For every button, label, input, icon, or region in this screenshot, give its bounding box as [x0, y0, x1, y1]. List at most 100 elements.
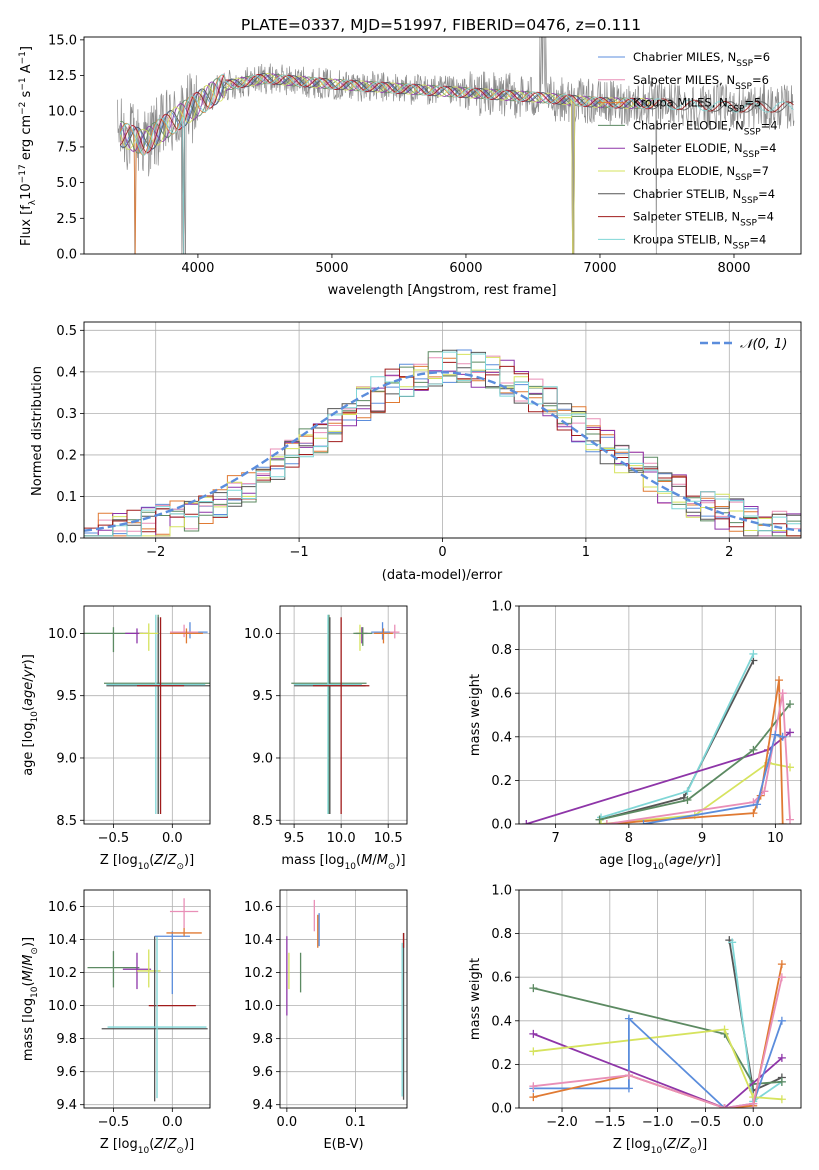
weight-marker — [786, 815, 795, 824]
model-spectrum-line — [119, 73, 654, 254]
tick-label-x: 2 — [725, 545, 733, 560]
weight-marker — [753, 800, 762, 809]
tick-label-y: 0.2 — [491, 1058, 512, 1073]
tick-label-y: 10.4 — [48, 933, 77, 948]
y-axis-label: Normed distribution — [30, 366, 45, 496]
axes-residuals: −2 −1 0 1 2 0.0 0.1 0.2 0.3 0.4 0.5 𝒩(0, 1) (data-mo… — [30, 321, 802, 583]
axes-frame — [83, 889, 211, 1109]
tick-label-x: 1 — [582, 545, 590, 560]
tick-label-y: 0.2 — [491, 774, 512, 789]
weight-marker — [778, 732, 787, 741]
tick-label-y: 0.4 — [491, 1014, 512, 1029]
weight-marker — [728, 938, 737, 947]
axes-age_vs_Z: −0.5 0.0 8.5 9.0 9.5 10.0 Z [log10(Z/Z⊙)] age [… — [21, 605, 211, 872]
x-axis-label: (data-model)/error — [382, 568, 503, 583]
tick-label-x: 0.0 — [277, 1115, 298, 1130]
tick-label-x: 8000 — [717, 261, 750, 276]
grid — [280, 606, 407, 824]
figure-title: PLATE=0337, MJD=51997, FIBERID=0476, z=0… — [241, 16, 641, 34]
weight-marker — [683, 796, 692, 805]
tick-label-x: −0.5 — [98, 831, 130, 846]
histogram-step — [84, 351, 801, 537]
weight-marker — [720, 1025, 729, 1034]
y-axis-label-text: age [log10(age/yr)] — [21, 654, 40, 776]
spectrum-legend: Chabrier MILES, NSSP=6 Salpeter MILES, NS… — [598, 50, 778, 251]
tick-label-x: 7000 — [583, 261, 616, 276]
weight-marker — [760, 787, 769, 796]
tick-label-y: 9.6 — [252, 1065, 273, 1080]
model-spectrum-line — [119, 73, 794, 254]
normal-curve — [84, 371, 801, 532]
tick-label-x: 5000 — [315, 261, 348, 276]
weight-marker — [749, 649, 758, 658]
weight-marker — [720, 1104, 729, 1108]
tick-label-y: 10.2 — [244, 966, 273, 981]
tick-label-y: 12.5 — [48, 69, 77, 84]
tick-label-x: −2 — [146, 545, 165, 560]
tick-label-x: −2.0 — [546, 1115, 578, 1130]
weight-marker — [595, 815, 604, 824]
y-axis-label-text: Flux [fλ10−17 erg cm−2 s−1 A−1] — [18, 46, 38, 246]
weight-marker — [624, 1084, 633, 1093]
tick-label-y: 9.6 — [56, 1065, 77, 1080]
weight-marker — [778, 689, 787, 698]
plot-area-weight_vs_age — [522, 649, 795, 824]
weight-line — [599, 660, 755, 821]
tick-label-x: −1.0 — [642, 1115, 674, 1130]
tick-label-y: 10.6 — [48, 900, 77, 915]
tick-label-x: 6000 — [449, 261, 482, 276]
tick-label-y: 5.0 — [56, 176, 77, 191]
tick-label-x: 0.0 — [162, 831, 183, 846]
tick-label-y: 0.0 — [491, 818, 512, 833]
axes-frame — [83, 321, 802, 539]
tick-label-y: 15.0 — [48, 33, 77, 48]
plot-area-age_vs_Z — [84, 614, 210, 815]
weight-marker — [639, 820, 648, 824]
tick-label-y: 10.0 — [244, 627, 273, 642]
histogram-step — [84, 351, 801, 537]
weight-line — [606, 693, 791, 824]
tick-label-y: 10.0 — [48, 627, 77, 642]
tick-label-y: 9.0 — [252, 751, 273, 766]
tick-label-y: 0.5 — [56, 324, 77, 339]
tick-label-y: 0.8 — [491, 927, 512, 942]
weight-marker — [777, 1095, 786, 1104]
tick-label-y: 9.5 — [56, 689, 77, 704]
tick-label-x: 0.0 — [162, 1115, 183, 1130]
weight-marker — [522, 820, 531, 824]
weight-marker — [749, 745, 758, 754]
tick-label-x: 10 — [767, 831, 784, 846]
tick-label-y: 0.4 — [56, 365, 77, 380]
model-spectrum-line — [119, 73, 794, 254]
weight-line — [731, 942, 783, 1104]
axes-spectrum: 4000 5000 6000 7000 8000 0.0 2.5 5.0 7.5 10.0 12.5… — [18, 33, 802, 298]
weight-marker — [529, 1029, 538, 1038]
tick-label-x: −1.5 — [594, 1115, 626, 1130]
weight-line — [599, 703, 791, 821]
weight-marker — [749, 1099, 758, 1108]
tick-label-x: 8 — [625, 831, 633, 846]
weight-marker — [624, 1071, 633, 1080]
weight-line — [600, 762, 791, 824]
legend-entry: 𝒩(0, 1) — [740, 337, 787, 352]
weight-marker — [602, 820, 611, 824]
y-axis-label: mass weight — [468, 958, 483, 1040]
tick-label-x: 9 — [698, 831, 706, 846]
tick-label-y: 8.5 — [252, 814, 273, 829]
tick-label-y: 10.4 — [244, 933, 273, 948]
weight-line — [533, 1016, 783, 1108]
tick-label-y: 9.8 — [252, 1032, 273, 1047]
x-axis-label: Z [log10(Z/Z⊙)] — [100, 1137, 194, 1156]
weight-marker — [778, 820, 787, 824]
tick-label-x: −1 — [290, 545, 309, 560]
tick-label-y: 0.0 — [491, 1102, 512, 1117]
grid — [84, 890, 210, 1108]
tick-label-y: 10.0 — [244, 999, 273, 1014]
tick-label-y: 9.8 — [56, 1032, 77, 1047]
tick-label-x: 10.5 — [374, 831, 403, 846]
axes-frame — [83, 36, 802, 255]
tick-label-y: 0.8 — [491, 643, 512, 658]
weight-marker — [624, 1014, 633, 1023]
legend-entry: Kroupa MILES, NSSP=5 — [633, 96, 761, 115]
x-axis-label: Z [log10(Z/Z⊙)] — [613, 1137, 707, 1156]
